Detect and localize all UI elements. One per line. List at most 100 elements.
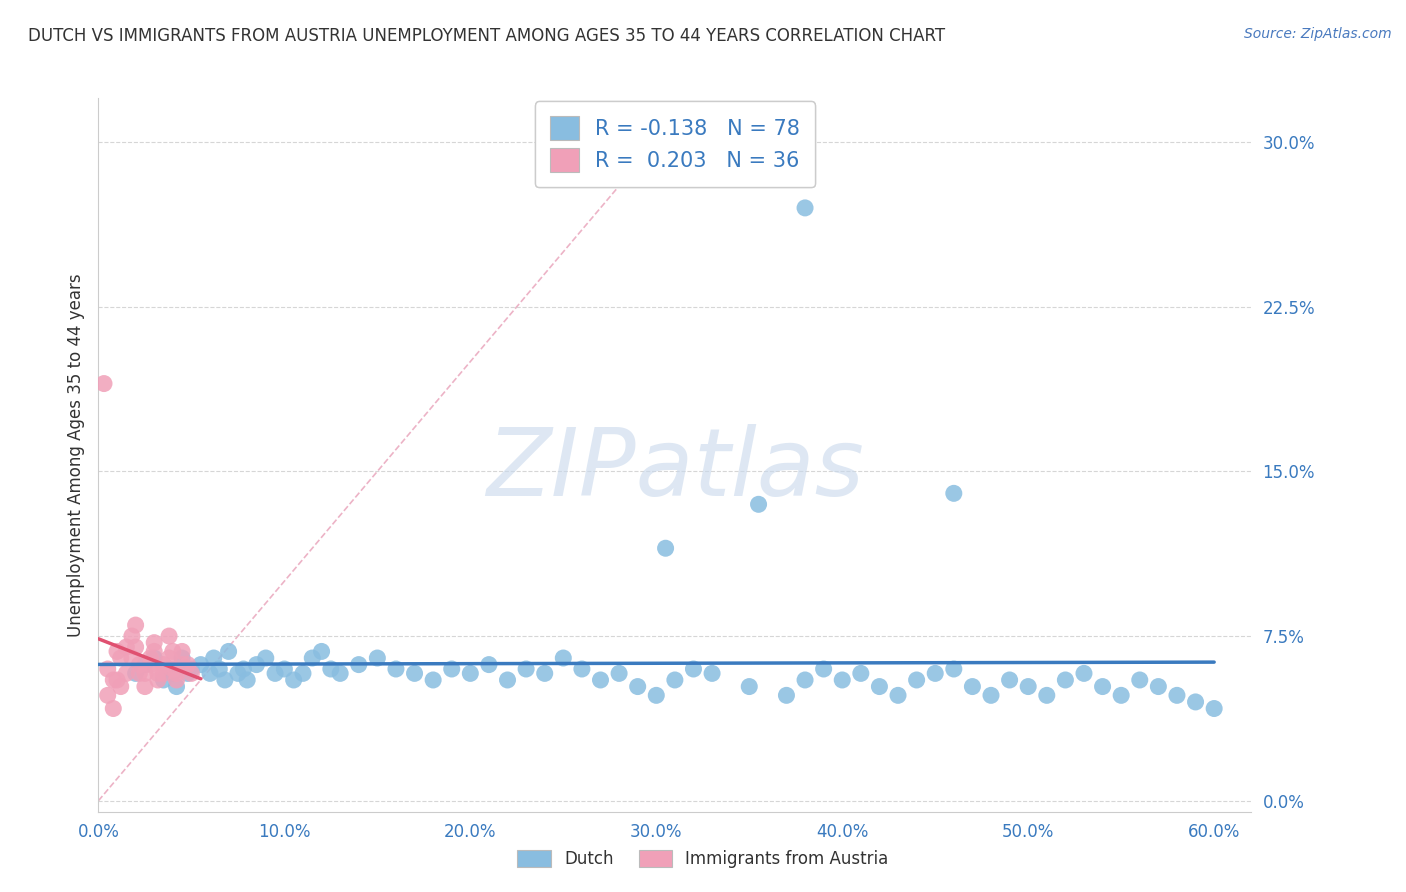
Point — [97, 662, 120, 676]
Point — [627, 680, 650, 694]
Point — [124, 666, 146, 681]
Point — [496, 673, 519, 687]
Point — [1054, 673, 1077, 687]
Point — [124, 618, 146, 632]
Point — [139, 651, 162, 665]
Point — [115, 640, 138, 654]
Point — [404, 666, 426, 681]
Point — [311, 644, 333, 658]
Point — [1204, 701, 1226, 715]
Point — [291, 666, 314, 681]
Point — [166, 666, 188, 681]
Point — [924, 666, 946, 681]
Point — [208, 662, 231, 676]
Point — [176, 666, 198, 681]
Point — [1129, 673, 1152, 687]
Point — [218, 644, 240, 658]
Point — [110, 651, 132, 665]
Point — [121, 629, 143, 643]
Point — [162, 666, 184, 681]
Point — [128, 657, 150, 672]
Point — [515, 662, 537, 676]
Point — [254, 651, 277, 665]
Point — [146, 666, 169, 681]
Point — [794, 201, 817, 215]
Point — [645, 689, 668, 703]
Point — [97, 689, 120, 703]
Point — [1166, 689, 1188, 703]
Point — [813, 662, 835, 676]
Point — [553, 651, 575, 665]
Point — [146, 673, 169, 687]
Point — [794, 673, 817, 687]
Point — [942, 486, 965, 500]
Point — [152, 657, 174, 672]
Point — [190, 657, 212, 672]
Point — [162, 644, 184, 658]
Text: Source: ZipAtlas.com: Source: ZipAtlas.com — [1244, 27, 1392, 41]
Point — [172, 651, 194, 665]
Point — [152, 673, 174, 687]
Point — [157, 651, 180, 665]
Point — [162, 662, 184, 676]
Point — [139, 657, 162, 672]
Point — [143, 635, 166, 649]
Point — [1017, 680, 1039, 694]
Point — [700, 666, 723, 681]
Point — [110, 680, 132, 694]
Point — [166, 673, 188, 687]
Point — [121, 651, 143, 665]
Point — [1036, 689, 1059, 703]
Point — [1147, 680, 1170, 694]
Text: ZIPatlas: ZIPatlas — [486, 424, 863, 515]
Point — [664, 673, 686, 687]
Point — [236, 673, 259, 687]
Point — [1109, 689, 1132, 703]
Point — [460, 666, 482, 681]
Point — [283, 673, 305, 687]
Point — [172, 657, 194, 672]
Point — [93, 376, 115, 391]
Point — [115, 666, 138, 681]
Point — [152, 666, 174, 681]
Point — [143, 651, 166, 665]
Point — [172, 644, 194, 658]
Point — [738, 680, 761, 694]
Point — [571, 662, 593, 676]
Point — [682, 662, 704, 676]
Point — [124, 640, 146, 654]
Point — [245, 657, 267, 672]
Point — [607, 666, 630, 681]
Point — [103, 701, 125, 715]
Point — [868, 680, 890, 694]
Point — [176, 657, 198, 672]
Point — [366, 651, 388, 665]
Point — [980, 689, 1002, 703]
Point — [998, 673, 1021, 687]
Point — [273, 662, 295, 676]
Point — [157, 629, 180, 643]
Text: DUTCH VS IMMIGRANTS FROM AUSTRIA UNEMPLOYMENT AMONG AGES 35 TO 44 YEARS CORRELAT: DUTCH VS IMMIGRANTS FROM AUSTRIA UNEMPLO… — [28, 27, 945, 45]
Point — [385, 662, 408, 676]
Point — [887, 689, 910, 703]
Point — [134, 657, 156, 672]
Point — [905, 673, 928, 687]
Point — [202, 651, 225, 665]
Point — [775, 689, 797, 703]
Legend: R = -0.138   N = 78, R =  0.203   N = 36: R = -0.138 N = 78, R = 0.203 N = 36 — [534, 102, 815, 187]
Point — [319, 662, 342, 676]
Point — [264, 666, 287, 681]
Point — [128, 666, 150, 681]
Point — [1073, 666, 1095, 681]
Point — [214, 673, 236, 687]
Point — [748, 497, 770, 511]
Point — [180, 666, 202, 681]
Point — [143, 644, 166, 658]
Point — [226, 666, 249, 681]
Point — [329, 666, 352, 681]
Point — [849, 666, 872, 681]
Point — [198, 666, 221, 681]
Point — [134, 680, 156, 694]
Point — [654, 541, 676, 556]
Point — [180, 662, 202, 676]
